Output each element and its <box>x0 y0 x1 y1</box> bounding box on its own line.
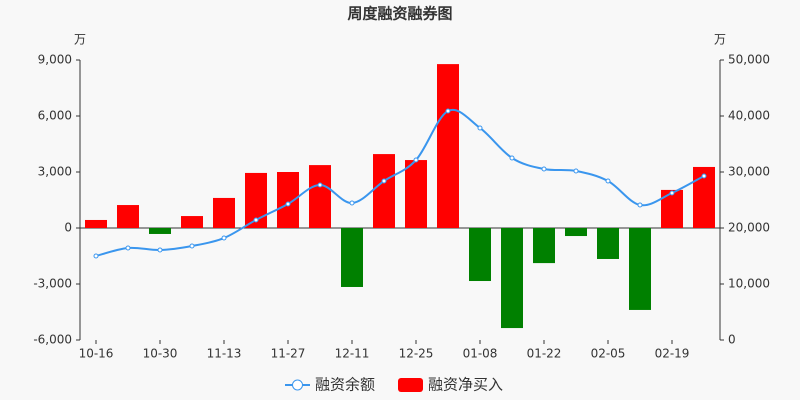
y-tick-label: 3,000 <box>38 165 72 179</box>
line-point <box>253 217 259 223</box>
legend-label: 融资余额 <box>315 376 375 394</box>
x-tick-label: 01-08 <box>463 347 498 361</box>
line-point <box>669 190 675 196</box>
y-axis-unit: 万 <box>74 33 86 47</box>
y2-tick-label: 40,000 <box>728 109 770 123</box>
line-point <box>477 125 483 131</box>
legend-swatch <box>398 378 423 392</box>
line-point <box>637 202 643 208</box>
bar <box>117 205 139 228</box>
bar <box>661 189 683 228</box>
line-point <box>509 155 515 161</box>
legend-label: 融资净买入 <box>428 376 503 394</box>
line-point <box>349 200 355 206</box>
line-point <box>541 166 547 172</box>
line-point <box>189 243 195 249</box>
bar <box>245 172 267 228</box>
line <box>95 108 705 257</box>
line-point <box>125 245 131 251</box>
y2-tick-label: 20,000 <box>728 221 770 235</box>
x-tick-label: 02-05 <box>591 347 626 361</box>
y-tick-label: 9,000 <box>38 53 72 67</box>
x-tick-label: 10-16 <box>79 347 114 361</box>
bar <box>277 172 299 228</box>
legend-marker <box>292 379 303 391</box>
line-point <box>701 173 707 179</box>
bar <box>629 228 651 310</box>
bar <box>501 228 523 329</box>
x-tick-label: 11-13 <box>207 347 242 361</box>
y-tick-label: -3,000 <box>33 277 72 291</box>
y-tick-label: 0 <box>64 221 72 235</box>
bar <box>213 197 235 228</box>
y-tick-label: 6,000 <box>38 109 72 123</box>
line-point <box>157 247 163 253</box>
bar <box>565 228 587 237</box>
line-point <box>221 235 227 241</box>
bar <box>85 219 107 228</box>
line-point <box>93 253 99 259</box>
bar <box>373 154 395 228</box>
bar <box>405 160 427 228</box>
bar <box>437 64 459 229</box>
y-tick-label: -6,000 <box>33 333 72 347</box>
line-point <box>317 182 323 188</box>
line-point <box>381 178 387 184</box>
bar <box>309 165 331 228</box>
line-point <box>285 201 291 207</box>
x-tick-label: 10-30 <box>143 347 178 361</box>
line-point <box>573 168 579 174</box>
y2-tick-label: 30,000 <box>728 165 770 179</box>
x-tick-label: 12-11 <box>335 347 370 361</box>
y2-tick-label: 0 <box>728 333 736 347</box>
bar <box>149 228 171 234</box>
bar <box>533 228 555 264</box>
bar <box>693 166 715 228</box>
bar <box>341 228 363 287</box>
bar <box>597 228 619 259</box>
chart-title: 周度融资融券图 <box>347 5 452 23</box>
bar <box>469 228 491 282</box>
y2-axis-unit: 万 <box>714 33 726 47</box>
x-tick-label: 01-22 <box>527 347 562 361</box>
line-point <box>445 108 451 114</box>
y2-tick-label: 10,000 <box>728 277 770 291</box>
x-tick-label: 02-19 <box>655 347 690 361</box>
line-point <box>605 178 611 184</box>
x-tick-label: 11-27 <box>271 347 306 361</box>
y2-tick-label: 50,000 <box>728 53 770 67</box>
x-tick-label: 12-25 <box>399 347 434 361</box>
line-point <box>413 157 419 163</box>
bar <box>181 216 203 228</box>
